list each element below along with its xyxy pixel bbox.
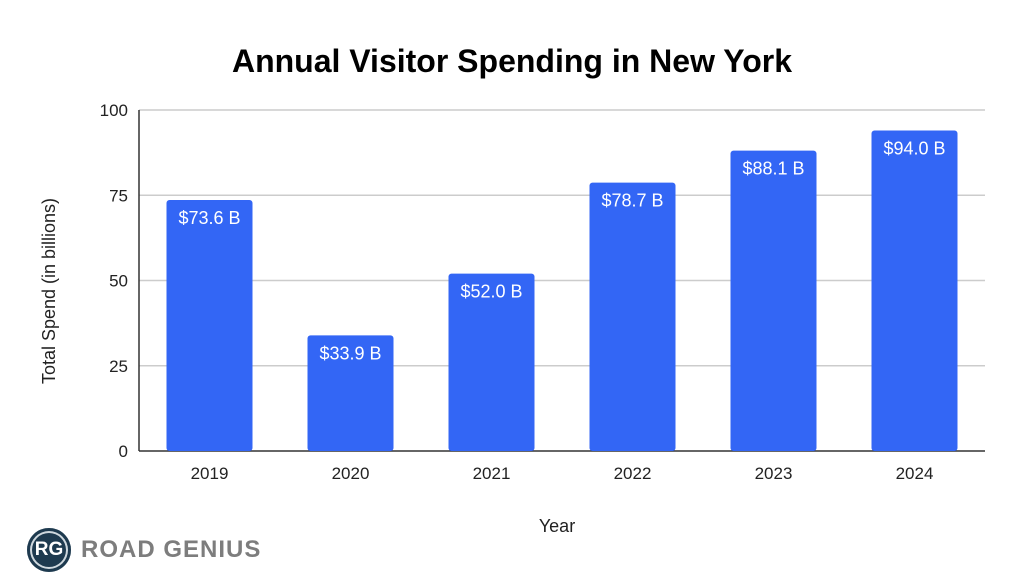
bar-2022	[589, 182, 676, 451]
bar-2023	[730, 150, 817, 452]
y-tick-label: 25	[109, 357, 128, 376]
y-tick-label: 100	[100, 101, 128, 120]
x-tick-label: 2020	[332, 464, 370, 483]
x-tick-label: 2023	[755, 464, 793, 483]
x-tick-label: 2022	[614, 464, 652, 483]
data-label-2023: $88.1 B	[742, 159, 804, 179]
road-genius-logo: RG ROAD GENIUS	[27, 528, 261, 572]
y-tick-label: 50	[109, 272, 128, 291]
x-tick-label: 2021	[473, 464, 511, 483]
x-axis-label: Year	[539, 516, 575, 536]
data-label-2022: $78.7 B	[601, 191, 663, 211]
bar-2019	[166, 200, 253, 451]
logo-text: ROAD GENIUS	[81, 536, 262, 563]
bar-2024	[871, 130, 958, 451]
data-label-2024: $94.0 B	[883, 138, 945, 158]
y-axis-label: Total Spend (in billions)	[39, 198, 59, 384]
bar-2020	[307, 335, 394, 451]
x-tick-label: 2019	[191, 464, 229, 483]
data-label-2021: $52.0 B	[460, 282, 522, 302]
bar-2021	[448, 273, 535, 451]
y-tick-label: 75	[109, 186, 128, 205]
y-tick-label: 0	[119, 442, 128, 461]
logo-badge: RG	[27, 528, 71, 572]
data-label-2019: $73.6 B	[178, 208, 240, 228]
data-label-2020: $33.9 B	[319, 343, 381, 363]
x-tick-label: 2024	[896, 464, 934, 483]
chart-title: Annual Visitor Spending in New York	[232, 43, 792, 79]
